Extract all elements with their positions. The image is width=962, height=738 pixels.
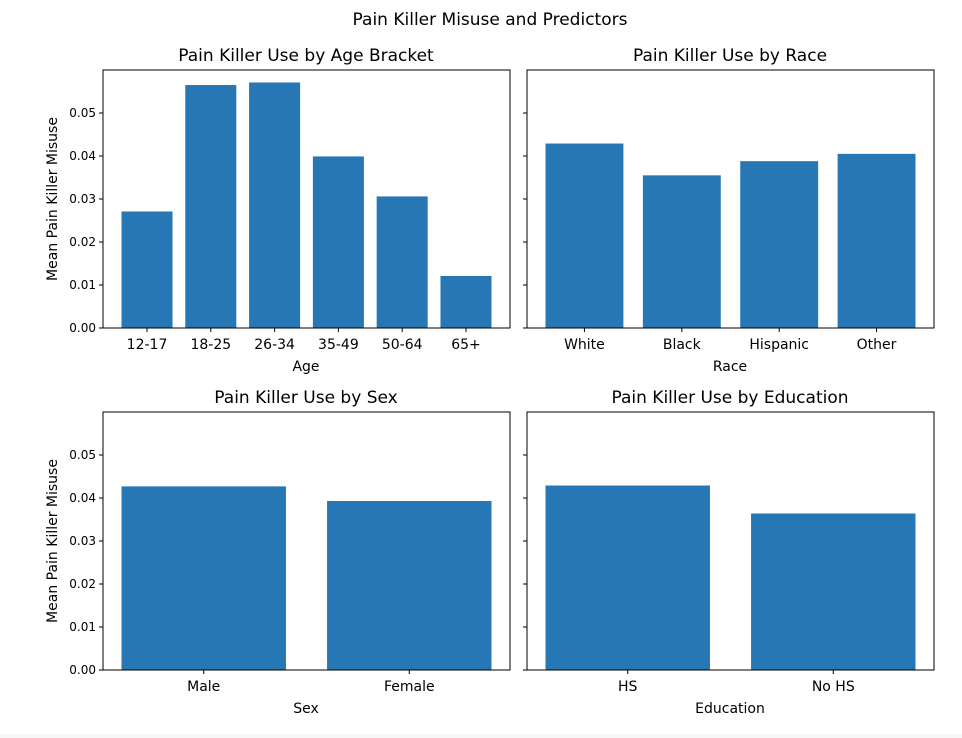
panel-age-bars bbox=[121, 82, 492, 328]
bar-white bbox=[545, 143, 624, 328]
figure-title: Pain Killer Misuse and Predictors bbox=[353, 10, 628, 30]
y-tick-label: 0.00 bbox=[69, 663, 96, 677]
y-tick-label: 0.05 bbox=[69, 106, 96, 120]
bar-50-64 bbox=[376, 196, 428, 328]
x-tick-label: 35-49 bbox=[318, 337, 359, 353]
panel-race-title: Pain Killer Use by Race bbox=[633, 46, 827, 66]
x-tick-label: Female bbox=[384, 679, 435, 695]
panel-sex-xlabel: Sex bbox=[293, 701, 319, 717]
y-tick-label: 0.02 bbox=[69, 235, 96, 249]
bar-female bbox=[327, 501, 492, 670]
y-tick-label: 0.01 bbox=[69, 278, 96, 292]
panel-sex-title: Pain Killer Use by Sex bbox=[214, 388, 397, 408]
bar-18-25 bbox=[185, 85, 237, 328]
y-tick-label: 0.04 bbox=[69, 491, 96, 505]
panel-education-yticks bbox=[523, 454, 527, 671]
y-tick-label: 0.01 bbox=[69, 620, 96, 634]
bar-other bbox=[837, 153, 916, 328]
x-tick-label: 18-25 bbox=[190, 337, 231, 353]
panel-age-xlabel: Age bbox=[292, 359, 319, 375]
panel-age: Pain Killer Use by Age Bracket 0.000.010… bbox=[45, 46, 511, 375]
bar-hispanic bbox=[740, 161, 819, 328]
bar-65- bbox=[440, 275, 492, 328]
panel-education-xlabel: Education bbox=[695, 701, 765, 717]
x-tick-label: White bbox=[564, 337, 605, 353]
x-tick-label: 26-34 bbox=[254, 337, 295, 353]
x-tick-label: 50-64 bbox=[382, 337, 423, 353]
panel-education-title: Pain Killer Use by Education bbox=[611, 388, 848, 408]
bar-35-49 bbox=[312, 156, 364, 328]
panel-race-bars bbox=[545, 143, 916, 328]
panel-race: Pain Killer Use by Race White Black Hispan… bbox=[523, 46, 935, 375]
panel-age-xticks: 12-17 18-25 26-34 35-49 50-64 65+ bbox=[127, 328, 481, 353]
panel-sex: Pain Killer Use by Sex 0.000.010.020.030… bbox=[45, 388, 511, 717]
panel-age-yticks: 0.00 0.01 0.02 0.03 0.04 0.05 bbox=[69, 106, 103, 335]
panel-sex-yticks: 0.00 0.01 0.02 0.03 0.04 0.05 bbox=[69, 448, 103, 677]
panel-race-xticks: White Black Hispanic Other bbox=[564, 328, 897, 353]
panel-education: Pain Killer Use by Education HS No HS Edu… bbox=[523, 388, 935, 717]
y-tick-label: 0.00 bbox=[69, 321, 96, 335]
x-tick-label: HS bbox=[618, 679, 638, 695]
panel-education-xticks: HS No HS bbox=[618, 670, 855, 695]
y-tick-label: 0.03 bbox=[69, 534, 96, 548]
bar-hs bbox=[545, 485, 710, 670]
bar-male bbox=[121, 486, 286, 670]
panel-education-bars bbox=[545, 485, 916, 670]
x-tick-label: 65+ bbox=[451, 337, 481, 353]
panel-sex-xticks: Male Female bbox=[187, 670, 435, 695]
panel-race-yticks bbox=[523, 112, 527, 329]
x-tick-label: 12-17 bbox=[127, 337, 168, 353]
x-tick-label: Hispanic bbox=[749, 337, 809, 353]
y-tick-label: 0.05 bbox=[69, 448, 96, 462]
x-tick-label: No HS bbox=[812, 679, 855, 695]
bar-26-34 bbox=[249, 82, 301, 328]
x-tick-label: Other bbox=[857, 337, 897, 353]
bar-black bbox=[642, 175, 721, 328]
y-tick-label: 0.04 bbox=[69, 149, 96, 163]
x-tick-label: Black bbox=[663, 337, 702, 353]
panel-age-title: Pain Killer Use by Age Bracket bbox=[178, 46, 434, 66]
panel-sex-bars bbox=[121, 486, 492, 670]
y-tick-label: 0.03 bbox=[69, 192, 96, 206]
panel-age-ylabel: Mean Pain Killer Misuse bbox=[45, 117, 61, 281]
panel-sex-ylabel: Mean Pain Killer Misuse bbox=[45, 459, 61, 623]
panel-race-xlabel: Race bbox=[713, 359, 747, 375]
y-tick-label: 0.02 bbox=[69, 577, 96, 591]
bar-no-hs bbox=[751, 513, 916, 670]
bar-12-17 bbox=[121, 211, 173, 328]
x-tick-label: Male bbox=[187, 679, 220, 695]
